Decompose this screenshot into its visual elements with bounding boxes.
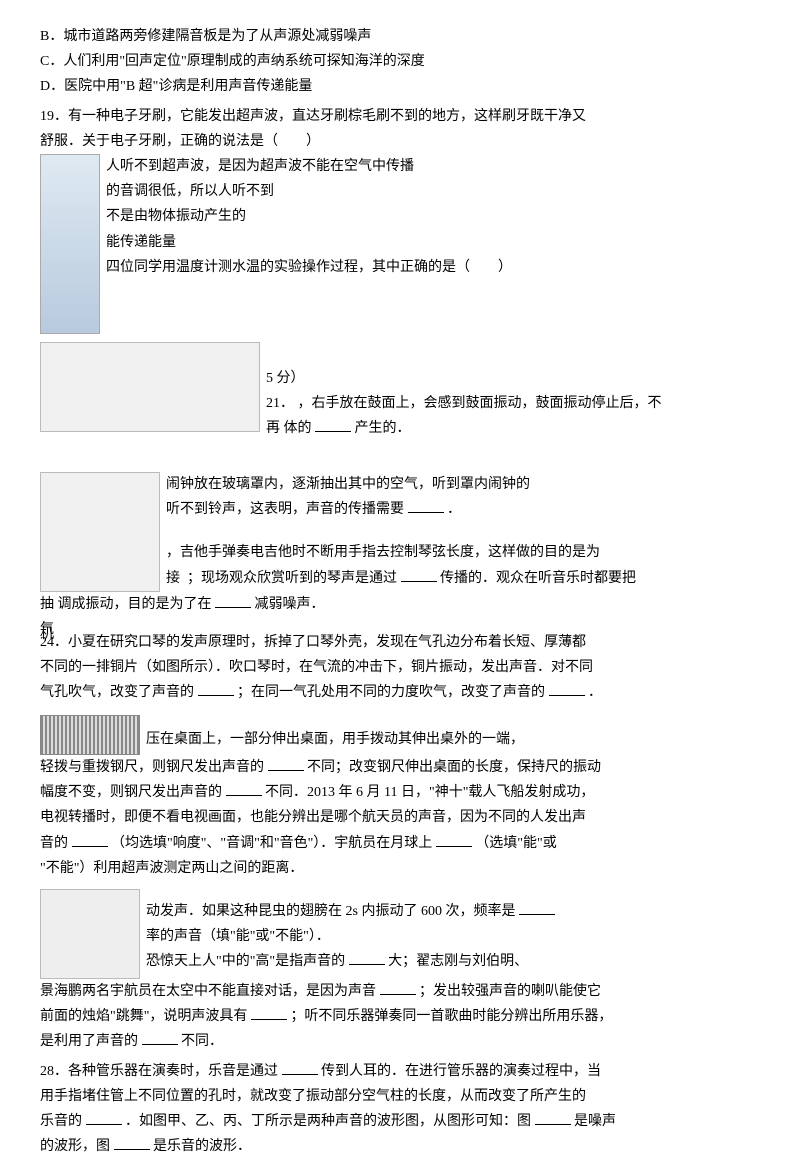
q25-blank-2[interactable] xyxy=(226,782,262,796)
q25-text-10: "不能"）利用超声波测定两山之间的距离． xyxy=(40,856,760,881)
q28-text-1: 28．各种管乐器在演奏时，乐音是通过 xyxy=(40,1064,278,1079)
q22-period: ． xyxy=(447,502,461,517)
q28-text-4: 乐音的 xyxy=(40,1114,82,1129)
q23-label-chou: 抽 xyxy=(40,597,54,612)
q21-text-1: ，右手放在鼓面上，会感到鼓面振动，鼓面振动停止后，不 xyxy=(298,396,662,411)
q19-stem-2: 舒服．关于电子牙刷，正确的说法是（ ） xyxy=(40,129,760,154)
toothbrush-image xyxy=(40,154,100,334)
q18-option-b: B．城市道路两旁修建隔音板是为了从声源处减弱噪声 xyxy=(40,24,760,49)
q28-blank-1[interactable] xyxy=(282,1061,318,1075)
q26-text-2: 率的声音（填"能"或"不能"）． xyxy=(146,924,760,949)
q22-text-1: 闹钟放在玻璃罩内，逐渐抽出其中的空气，听到罩内闹钟的 xyxy=(166,472,760,497)
q25-text-7: 音的 xyxy=(40,836,68,851)
q22-text-2: 听不到铃声，这表明，声音的传播需要 xyxy=(166,502,404,517)
q26-text-9: 是利用了声音的 xyxy=(40,1034,138,1049)
q26-blank-3[interactable] xyxy=(380,981,416,995)
q18-option-c: C．人们利用"回声定位"原理制成的声纳系统可探知海洋的深度 xyxy=(40,49,760,74)
q24-text-4: ；在同一气孔处用不同的力度吹气，改变了声音的 xyxy=(237,685,545,700)
q28-blank-4[interactable] xyxy=(114,1136,150,1150)
q25-blank-3[interactable] xyxy=(72,833,108,847)
q23-text-5: 减弱噪声． xyxy=(255,597,325,612)
q19-stem-1: 19．有一种电子牙刷，它能发出超声波，直达牙刷棕毛刷不到的地方，这样刷牙既干净又 xyxy=(40,104,760,129)
q21-text-2: 体的 xyxy=(284,421,312,436)
q28-text-8: 是乐音的波形． xyxy=(153,1139,251,1154)
thermometer-diagram xyxy=(40,342,260,432)
q26-text-4: 大；翟志刚与刘伯明、 xyxy=(388,954,528,969)
q25-blank-4[interactable] xyxy=(436,833,472,847)
q25-text-8: （均选填"响度"、"音调"和"音色"）．宇航员在月球上 xyxy=(111,836,432,851)
q18-option-d: D．医院中用"B 超"诊病是利用声音传递能量 xyxy=(40,74,760,99)
q28-text-6: 是噪声 xyxy=(574,1114,616,1129)
q26-blank-1[interactable] xyxy=(519,901,555,915)
q20-stem: 四位同学用温度计测水温的实验操作过程，其中正确的是（ ） xyxy=(106,255,760,280)
q23-blank-1[interactable] xyxy=(401,568,437,582)
q28-blank-3[interactable] xyxy=(535,1111,571,1125)
q21-blank-1[interactable] xyxy=(315,418,351,432)
q28-text-2: 传到人耳的．在进行管乐器的演奏过程中，当 xyxy=(321,1064,601,1079)
q24-text-3: 气孔吹气，改变了声音的 xyxy=(40,685,194,700)
q28-text-5: ．如图甲、乙、丙、丁所示是两种声音的波形图，从图形可知：图 xyxy=(125,1114,531,1129)
q19-option-c: 不是由物体振动产生的 xyxy=(106,204,760,229)
q26-text-10: 不同． xyxy=(181,1034,223,1049)
harmonica-reed-image xyxy=(40,715,140,755)
q25-text-6: 电视转播时，即便不看电视画面，也能分辨出是哪个航天员的声音，因为不同的人发出声 xyxy=(40,805,760,830)
q26-text-7: 前面的烛焰"跳舞"，说明声波具有 xyxy=(40,1009,247,1024)
q26-blank-5[interactable] xyxy=(142,1031,178,1045)
q25-text-5: 不同．2013 年 6 月 11 日，"神十"载人飞船发射成功， xyxy=(265,785,594,800)
q25-text-2: 轻拨与重拨钢尺，则钢尺发出声音的 xyxy=(40,760,264,775)
q26-text-8: ；听不同乐器弹奏同一首歌曲时能分辨出所用乐器， xyxy=(290,1009,612,1024)
q23-blank-2[interactable] xyxy=(215,594,251,608)
section2-title: 5 分） xyxy=(266,371,305,386)
ruler-desk-image xyxy=(40,889,140,979)
q23-text-4: 调成振动，目的是为了在 xyxy=(58,597,212,612)
q24-period: ． xyxy=(588,685,602,700)
q26-text-6: ；发出较强声音的喇叭能使它 xyxy=(419,984,601,999)
q24-blank-2[interactable] xyxy=(549,682,585,696)
q25-text-3: 不同；改变钢尺伸出桌面的长度，保持尺的振动 xyxy=(307,760,601,775)
q28-blank-2[interactable] xyxy=(86,1111,122,1125)
q28-text-7: 的波形，图 xyxy=(40,1139,110,1154)
q23-label-jie: 接 xyxy=(166,571,180,586)
q26-text-3: 恐惊天上人"中的"高"是指声音的 xyxy=(146,954,345,969)
q28-text-3: 用手指堵住管上不同位置的孔时，就改变了振动部分空气柱的长度，从而改变了所产生的 xyxy=(40,1084,760,1109)
bell-jar-image xyxy=(40,472,160,592)
q26-blank-4[interactable] xyxy=(251,1006,287,1020)
q25-blank-1[interactable] xyxy=(268,757,304,771)
q23-text-3: 传播的．观众在听音乐时都要把 xyxy=(440,571,636,586)
q24-blank-1[interactable] xyxy=(198,682,234,696)
q21-text-2a: 再 xyxy=(266,421,280,436)
q24-text-2: 不同的一排铜片（如图所示）．吹口琴时，在气流的冲击下，铜片振动，发出声音．对不同 xyxy=(40,655,760,680)
q26-text-5: 景海鹏两名宇航员在太空中不能直接对话，是因为声音 xyxy=(40,984,376,999)
q23-text-1: ，吉他手弹奏电吉他时不断用手指去控制琴弦长度，这样做的目的是为 xyxy=(166,540,760,565)
q25-text-9: （选填"能"或 xyxy=(475,836,556,851)
q23-text-2: ；现场观众欣赏听到的琴声是通过 xyxy=(187,571,397,586)
q24-text-1: 24．小夏在研究口琴的发声原理时，拆掉了口琴外壳，发现在气孔边分布着长短、厚薄都 xyxy=(40,630,760,655)
q25-text-1: 压在桌面上，一部分伸出桌面，用手拨动其伸出桌外的一端， xyxy=(146,727,760,752)
q19-option-b: 的音调很低，所以人听不到 xyxy=(106,179,760,204)
q26-text-1: 动发声．如果这种昆虫的翅膀在 2s 内振动了 600 次，频率是 xyxy=(146,904,515,919)
q21-text-3: 产生的． xyxy=(355,421,411,436)
q25-text-4: 幅度不变，则钢尺发出声音的 xyxy=(40,785,222,800)
q21-num: 21． xyxy=(266,396,294,411)
q19-option-a: 人听不到超声波，是因为超声波不能在空气中传播 xyxy=(106,154,760,179)
q26-blank-2[interactable] xyxy=(349,951,385,965)
q19-option-d: 能传递能量 xyxy=(106,230,760,255)
q22-blank-1[interactable] xyxy=(408,499,444,513)
